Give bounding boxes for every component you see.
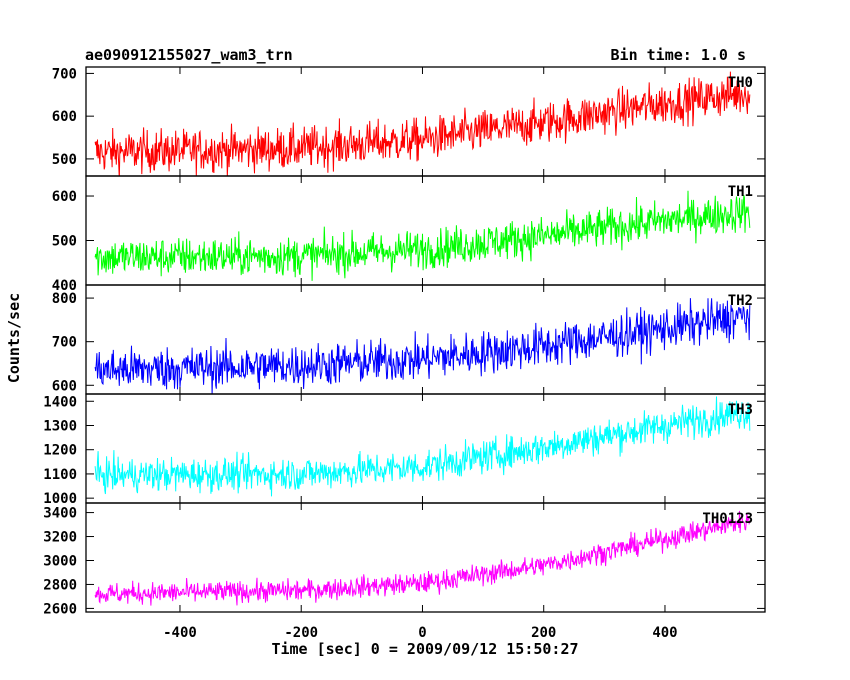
series-line-th2 (94, 298, 751, 394)
y-tick-label: 3000 (43, 553, 77, 569)
chart-title: ae090912155027_wam3_trn (85, 46, 293, 64)
x-axis: -400 -200 0 200 400 (163, 625, 678, 641)
panel-label: TH0 (728, 75, 753, 91)
y-tick-label: 700 (52, 335, 77, 351)
panel-label: TH1 (728, 184, 753, 200)
y-tick-label: 500 (52, 152, 77, 168)
panel-th1: 400 500 600 TH1 (52, 175, 766, 294)
series-line-th1 (94, 190, 751, 281)
x-tick-label: 200 (531, 625, 556, 641)
panel-label: TH3 (728, 402, 753, 418)
y-tick-label: 2800 (43, 577, 77, 593)
y-tick-label: 600 (52, 378, 77, 394)
y-tick-label: 1400 (43, 394, 77, 410)
y-tick-label: 600 (52, 109, 77, 125)
y-tick-label: 400 (52, 278, 77, 294)
y-tick-label: 1100 (43, 467, 77, 483)
panel-th0: 500 600 700 TH0 (52, 66, 766, 177)
panel-label: TH2 (728, 293, 753, 309)
panel-frame (85, 175, 766, 286)
x-tick-label: 400 (652, 625, 677, 641)
series-line-th3 (94, 396, 751, 497)
y-tick-label: 1000 (43, 491, 77, 507)
series-line-th0123 (94, 510, 751, 606)
x-tick-label: -200 (284, 625, 318, 641)
x-tick-label: 0 (418, 625, 426, 641)
y-axis-label: Counts/sec (5, 293, 23, 383)
panel-frame (85, 393, 766, 504)
series-line-th0 (94, 71, 751, 176)
panel-th2: 600 700 800 TH2 (52, 284, 766, 395)
panel-frame (85, 284, 766, 395)
y-tick-label: 800 (52, 291, 77, 307)
y-tick-label: 3400 (43, 506, 77, 522)
y-tick-label: 500 (52, 234, 77, 250)
panel-th0123: 2600 2800 3000 3200 3400 TH0123 (43, 502, 766, 617)
y-tick-label: 1300 (43, 418, 77, 434)
y-tick-label: 3200 (43, 530, 77, 546)
x-axis-label: Time [sec] 0 = 2009/09/12 15:50:27 (271, 640, 578, 658)
y-tick-label: 2600 (43, 601, 77, 617)
y-tick-label: 600 (52, 189, 77, 205)
y-tick-label: 1200 (43, 443, 77, 459)
panel-th3: 1000 1100 1200 1300 1400 TH3 (43, 393, 766, 507)
panel-label: TH0123 (702, 511, 753, 527)
y-tick-label: 700 (52, 66, 77, 82)
panel-frame (85, 502, 766, 613)
bin-time-label: Bin time: 1.0 s (611, 46, 746, 64)
x-tick-label: -400 (163, 625, 197, 641)
panels-group: 500 600 700 TH0 400 500 600 TH1 600 700 800 TH2 1000… (43, 66, 766, 617)
